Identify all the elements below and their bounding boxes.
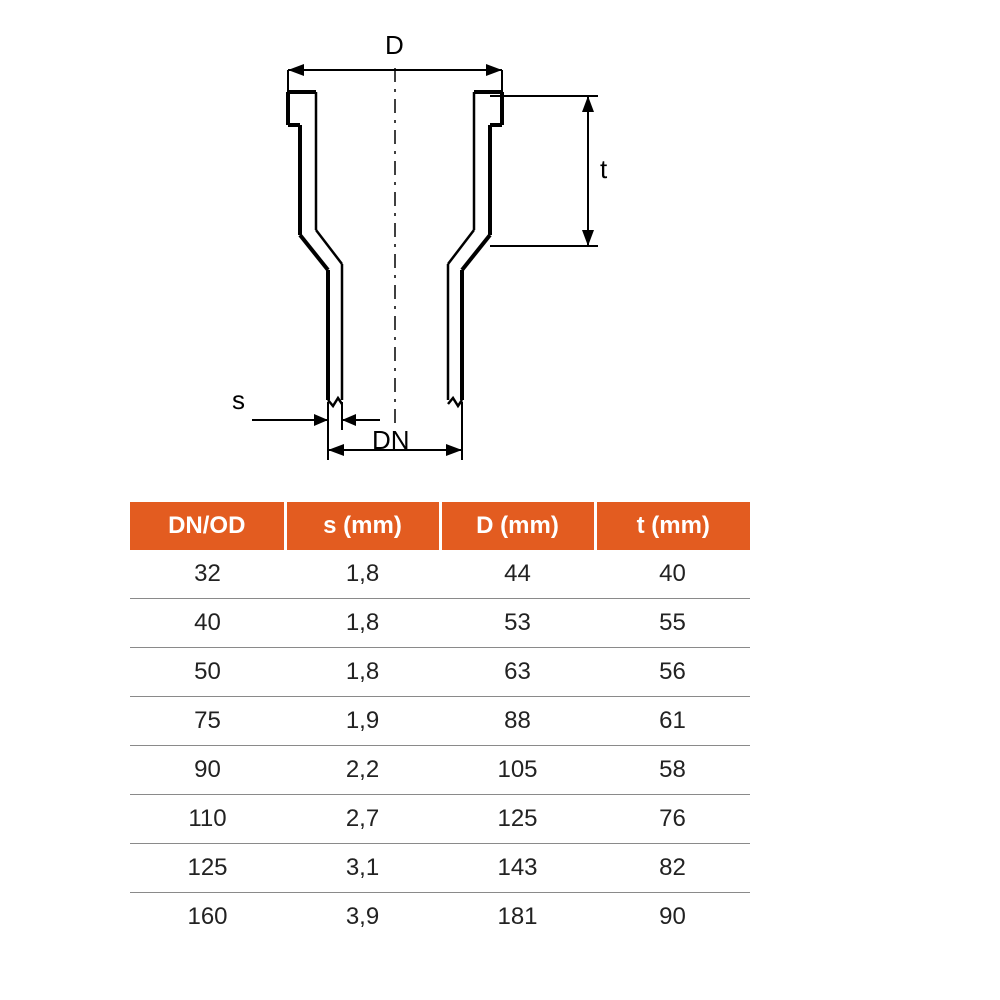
table-cell: 76: [595, 795, 750, 844]
table-cell: 181: [440, 893, 595, 942]
table-cell: 56: [595, 648, 750, 697]
table-row: 321,84440: [130, 550, 750, 599]
table-cell: 110: [130, 795, 285, 844]
table-body: 321,84440401,85355501,86356751,98861902,…: [130, 550, 750, 941]
label-t: t: [600, 154, 607, 185]
table-cell: 63: [440, 648, 595, 697]
table-header-cell: DN/OD: [130, 502, 285, 550]
table-cell: 2,2: [285, 746, 440, 795]
table-cell: 40: [130, 599, 285, 648]
table-cell: 1,8: [285, 550, 440, 599]
table-cell: 3,9: [285, 893, 440, 942]
table-row: 1603,918190: [130, 893, 750, 942]
table-row: 501,86356: [130, 648, 750, 697]
label-DN: DN: [372, 425, 410, 456]
table-cell: 53: [440, 599, 595, 648]
pipe-svg: [170, 30, 730, 470]
table-cell: 160: [130, 893, 285, 942]
table-header-cell: D (mm): [440, 502, 595, 550]
table-row: 1253,114382: [130, 844, 750, 893]
table-cell: 90: [130, 746, 285, 795]
table-cell: 90: [595, 893, 750, 942]
table-cell: 58: [595, 746, 750, 795]
dimensions-table-container: DN/ODs (mm)D (mm)t (mm) 321,84440401,853…: [130, 502, 750, 941]
table-cell: 88: [440, 697, 595, 746]
table-row: 401,85355: [130, 599, 750, 648]
dimensions-table: DN/ODs (mm)D (mm)t (mm) 321,84440401,853…: [130, 502, 750, 941]
pipe-technical-drawing: D t s DN: [170, 30, 730, 470]
table-cell: 2,7: [285, 795, 440, 844]
table-row: 902,210558: [130, 746, 750, 795]
table-cell: 32: [130, 550, 285, 599]
table-row: 751,98861: [130, 697, 750, 746]
table-cell: 143: [440, 844, 595, 893]
table-cell: 105: [440, 746, 595, 795]
table-cell: 125: [130, 844, 285, 893]
table-cell: 3,1: [285, 844, 440, 893]
table-header-cell: t (mm): [595, 502, 750, 550]
table-cell: 75: [130, 697, 285, 746]
table-cell: 44: [440, 550, 595, 599]
table-cell: 40: [595, 550, 750, 599]
table-cell: 1,8: [285, 599, 440, 648]
table-cell: 1,8: [285, 648, 440, 697]
table-header: DN/ODs (mm)D (mm)t (mm): [130, 502, 750, 550]
table-cell: 50: [130, 648, 285, 697]
table-cell: 1,9: [285, 697, 440, 746]
table-cell: 125: [440, 795, 595, 844]
label-D: D: [385, 30, 404, 61]
label-s: s: [232, 385, 245, 416]
table-cell: 61: [595, 697, 750, 746]
table-cell: 82: [595, 844, 750, 893]
table-cell: 55: [595, 599, 750, 648]
table-header-cell: s (mm): [285, 502, 440, 550]
table-row: 1102,712576: [130, 795, 750, 844]
